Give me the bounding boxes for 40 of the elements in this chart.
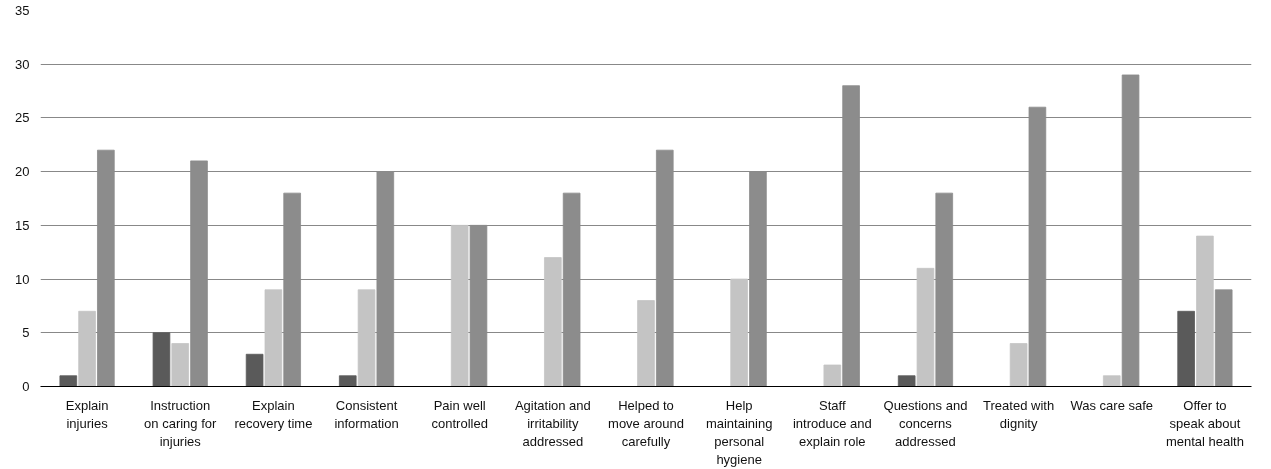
y-tick-label: 35 xyxy=(15,3,30,18)
bar xyxy=(357,289,376,387)
x-tick-label: Was care safe xyxy=(1070,397,1154,413)
bar xyxy=(59,375,78,387)
bar xyxy=(637,300,655,387)
bar xyxy=(264,289,283,387)
y-tick-label: 30 xyxy=(15,56,30,72)
x-tick-label: Staff introduce and explain role xyxy=(792,397,872,449)
y-tick-label: 20 xyxy=(15,164,30,180)
bar xyxy=(823,364,842,387)
bar xyxy=(245,353,264,387)
bar xyxy=(897,375,916,387)
bar xyxy=(171,343,190,387)
x-tick-label: Explain injuries xyxy=(65,397,109,431)
bar xyxy=(916,267,935,387)
bar xyxy=(544,257,562,387)
y-tick-label: 25 xyxy=(15,110,30,126)
bar xyxy=(1177,310,1195,387)
x-tick-label: Instruction on caring for injuries xyxy=(144,397,218,449)
x-tick-label: Offer to speak about mental health xyxy=(1165,397,1244,449)
bar xyxy=(730,278,748,387)
x-tick-label: Explain recovery time xyxy=(234,397,313,431)
y-tick-label: 15 xyxy=(15,217,30,233)
x-tick-label: Consistent information xyxy=(334,397,399,431)
x-tick-label: Questions and concerns addressed xyxy=(883,397,968,449)
x-tick-label: Pain well controlled xyxy=(431,397,488,431)
bar xyxy=(1196,235,1214,387)
bar xyxy=(152,332,171,387)
bar xyxy=(1009,343,1028,387)
x-tick-label: Agitation and irritability addressed xyxy=(514,397,591,449)
bar xyxy=(1102,375,1121,387)
bar xyxy=(450,224,469,387)
bar xyxy=(78,310,96,387)
x-tick-label: Treated with dignity xyxy=(983,397,1055,431)
y-tick-label: 0 xyxy=(22,379,30,394)
y-tick-label: 10 xyxy=(15,271,30,287)
x-tick-label: Helped to move around carefully xyxy=(608,397,684,449)
x-tick-label: Help maintaining personal hygiene xyxy=(705,397,773,467)
y-tick-label: 5 xyxy=(22,325,30,341)
bar xyxy=(338,375,357,387)
